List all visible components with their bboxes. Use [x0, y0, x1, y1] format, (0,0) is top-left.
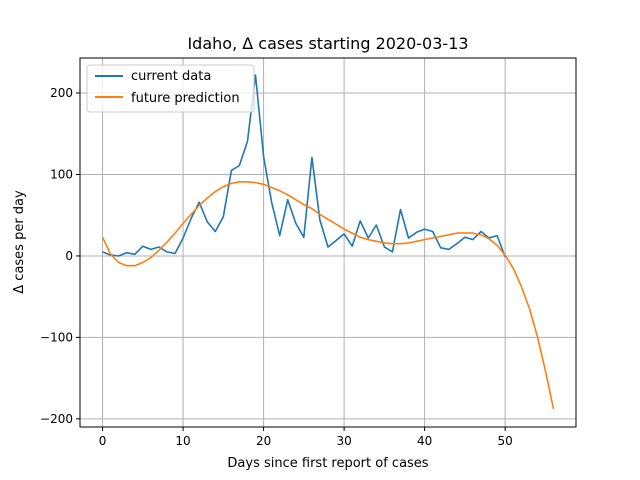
legend: current data future prediction: [86, 64, 255, 113]
chart-title: Idaho, Δ cases starting 2020-03-13: [187, 34, 468, 53]
y-tick-label: −200: [40, 412, 73, 426]
x-tick-label: 0: [99, 434, 107, 448]
y-tick-label: −100: [40, 330, 73, 344]
legend-label-future-prediction: future prediction: [131, 91, 240, 106]
y-tick-label: 100: [50, 167, 73, 181]
series-line-current-data: [102, 74, 506, 258]
series-lines: [101, 74, 555, 410]
x-tick-label: 40: [417, 434, 432, 448]
legend-label-current-data: current data: [131, 69, 211, 84]
y-tick-label: 200: [50, 86, 73, 100]
x-tick-label: 10: [175, 434, 190, 448]
x-tick-label: 50: [498, 434, 513, 448]
x-tick-label: 30: [336, 434, 351, 448]
series-line-future-prediction: [101, 181, 555, 410]
axis-ticks: 0 10 20 30 40 50 −200 −100 0 100 200: [40, 86, 513, 448]
grid: [80, 58, 576, 427]
y-tick-label: 0: [65, 249, 73, 263]
x-tick-label: 20: [256, 434, 271, 448]
legend-box: [86, 64, 255, 113]
x-axis-label: Days since first report of cases: [227, 456, 428, 471]
plot-frame: [79, 57, 577, 428]
y-axis-label: Δ cases per day: [12, 190, 27, 294]
